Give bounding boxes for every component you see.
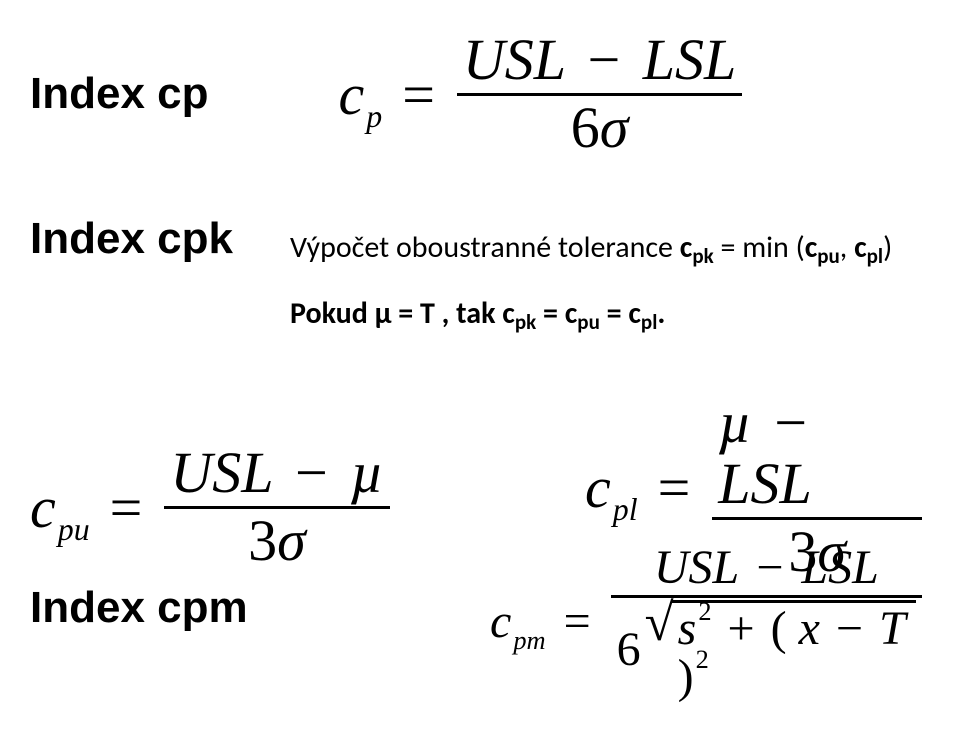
sym-c: c — [339, 61, 365, 128]
lsl2: LSL — [718, 451, 812, 516]
cp-den: 6σ — [565, 98, 635, 159]
eq-cpu: c pu = USL − µ 3σ — [30, 443, 398, 572]
sqrt-sign: √ — [645, 600, 674, 648]
eq-cpm: c pm = USL − LSL 6 √ s2 — [490, 543, 930, 701]
frac-cpm: USL − LSL 6 √ s2 + ( x — [611, 543, 922, 701]
sym-six: 6 — [571, 95, 600, 160]
eq2: = — [110, 474, 143, 541]
lsl3: LSL — [801, 541, 878, 594]
cp-num: USL − LSL — [457, 30, 742, 91]
txt-l1a: Výpočet oboustranné tolerance — [290, 229, 680, 266]
six2: 6 — [617, 625, 641, 675]
minus4: − — [756, 541, 783, 594]
cpm-den: 6 √ s2 + ( x − T )2 — [611, 600, 922, 701]
usl3: USL — [654, 541, 739, 594]
eq-cpm-block: c pm = USL − LSL 6 √ s2 — [490, 543, 930, 701]
heading-cpm: Index cpm — [30, 583, 248, 633]
sym-sub-p: p — [366, 99, 382, 135]
mu1: µ — [350, 440, 383, 505]
cpu-den: 3σ — [242, 511, 312, 572]
sqrt: √ s2 + ( x − T )2 — [645, 600, 916, 701]
cpk-line2: Pokud µ = T , tak cpk = cpu = cpl. — [290, 290, 930, 338]
eq-cpu-block: c pu = USL − µ 3σ — [30, 443, 398, 572]
txt-l2d: . — [657, 295, 665, 332]
s: s — [678, 602, 697, 655]
sub-pu: pu — [817, 243, 840, 269]
txt-l1b: = min ( — [714, 229, 805, 266]
sym-eq: = — [402, 61, 435, 128]
mu2: µ — [718, 390, 751, 455]
sub-pl-eq: pl — [613, 492, 638, 528]
sym-lsl: LSL — [643, 27, 737, 92]
sym-minus: − — [588, 27, 621, 92]
sub-pm-eq: pm — [513, 625, 545, 656]
sigma2: σ — [277, 508, 306, 573]
cpl-num: µ − LSL — [712, 393, 922, 515]
T: T — [879, 602, 905, 655]
txt-l2b: = — [536, 295, 565, 332]
sup2b: 2 — [696, 644, 709, 674]
sqrt-body: s2 + ( x − T )2 — [672, 600, 916, 701]
plus: + — [728, 602, 755, 655]
minus5: − — [836, 602, 863, 655]
minus3: − — [774, 390, 807, 455]
eq4: = — [564, 594, 591, 649]
eq3: = — [658, 454, 691, 521]
cpm-num: USL − LSL — [648, 543, 885, 593]
x: x — [799, 602, 820, 655]
sub-pu2: pu — [577, 309, 600, 335]
lp: ( — [771, 602, 787, 655]
frac-cp: USL − LSL 6σ — [457, 30, 742, 159]
cpk-description: Výpočet oboustranné tolerance cpk = min … — [290, 224, 930, 338]
txt-l2c: = — [600, 295, 629, 332]
minus2: − — [295, 440, 328, 505]
cpu-num: USL − µ — [164, 443, 389, 504]
sup2a: 2 — [698, 596, 711, 626]
txt-l2a: Pokud µ = T , tak — [290, 295, 502, 332]
c3: c — [585, 454, 611, 521]
usl2: USL — [170, 440, 272, 505]
txt-l1d: ) — [883, 229, 892, 266]
eq-cp: c p = USL − LSL 6σ — [339, 30, 751, 159]
rp: ) — [678, 650, 694, 703]
sym-usl: USL — [463, 27, 565, 92]
heading-cpk: Index cpk — [30, 214, 233, 264]
page: Index cp c p = USL − LSL 6σ Index cpk — [0, 0, 960, 751]
three1: 3 — [248, 508, 277, 573]
txt-l1c: , — [840, 229, 854, 266]
frac-cpu: USL − µ 3σ — [164, 443, 389, 572]
c2: c — [30, 474, 56, 541]
heading-cp: Index cp — [30, 69, 209, 119]
sym-sigma: σ — [600, 95, 629, 160]
sub-pl: pl — [867, 243, 883, 269]
row-cpk: Index cpk Výpočet oboustranné tolerance … — [30, 214, 930, 338]
c4: c — [490, 594, 511, 649]
row-cp: Index cp c p = USL − LSL 6σ — [30, 30, 930, 159]
sub-pk2: pk — [515, 309, 536, 335]
cpk-line1: Výpočet oboustranné tolerance cpk = min … — [290, 224, 930, 272]
sub-pl2: pl — [641, 309, 657, 335]
sub-pu-eq: pu — [58, 512, 90, 548]
sub-pk: pk — [692, 243, 713, 269]
